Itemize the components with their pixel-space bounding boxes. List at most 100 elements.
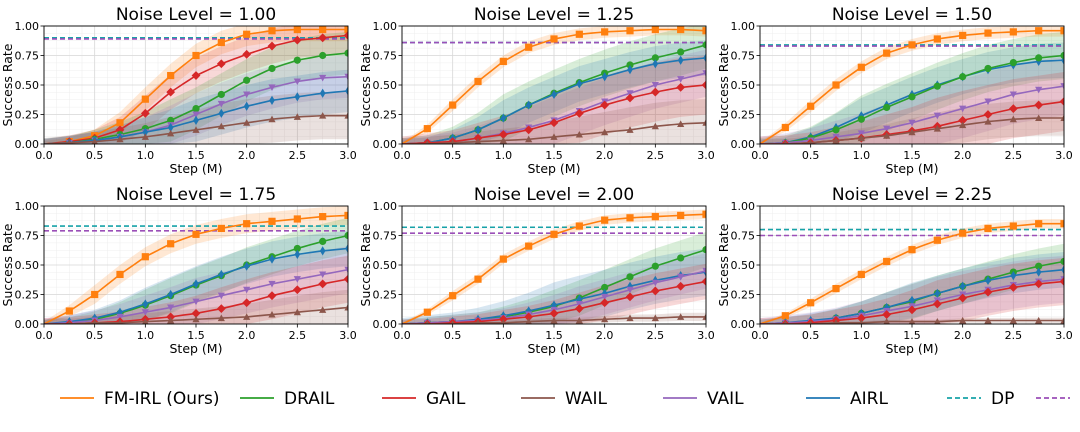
panel-title: Noise Level = 1.00 (116, 5, 276, 25)
y-tick-label: 0.25 (373, 289, 398, 302)
marker-vail (293, 78, 301, 86)
legend-label: AIRL (850, 389, 888, 409)
band-drail (44, 31, 348, 144)
y-tick-label: 0.75 (731, 50, 756, 63)
x-tick-label: 2.5 (1005, 149, 1023, 162)
x-tick-label: 3.0 (339, 329, 357, 342)
marker-fm-irl-ours (702, 27, 706, 35)
x-tick-label: 0.5 (444, 149, 462, 162)
marker-wail (167, 316, 175, 324)
marker-wail (984, 316, 992, 324)
legend-label: DRAIL (284, 389, 335, 409)
marker-airl (909, 295, 915, 305)
marker-drail (1060, 257, 1064, 266)
y-tick-label: 0.00 (731, 318, 756, 331)
marker-drail (601, 283, 609, 292)
marker-fm-irl-ours (141, 95, 149, 103)
y-axis-label: Success Rate (716, 223, 731, 306)
marker-fm-irl-ours (217, 38, 225, 47)
marker-vail (933, 112, 941, 120)
marker-airl (269, 254, 275, 264)
y-tick-label: 0.25 (15, 289, 40, 302)
y-tick-label: 0.50 (373, 79, 398, 92)
marker-fm-irl-ours (1009, 222, 1017, 230)
marker-gail (1059, 277, 1064, 286)
marker-airl (703, 53, 706, 63)
marker-vail (217, 100, 225, 108)
band-airl (402, 248, 706, 324)
marker-fm-irl-ours (243, 30, 251, 38)
y-tick-label: 0.25 (15, 109, 40, 122)
marker-fm-irl-ours (293, 26, 301, 34)
marker-drail (344, 49, 348, 57)
band-gail (760, 72, 1064, 144)
marker-gail (650, 87, 660, 97)
marker-wail (319, 112, 327, 119)
marker-gail (524, 312, 534, 322)
marker-fm-irl-ours (908, 246, 916, 254)
marker-drail (268, 64, 276, 73)
legend: FM-IRL (Ours) DRAIL GAIL WAIL VAIL AIRL DP FP (60, 389, 1070, 409)
marker-vail (1060, 83, 1064, 90)
marker-wail (601, 315, 609, 323)
marker-wail (959, 316, 967, 324)
marker-gail (1008, 283, 1018, 292)
x-tick-label: 2.5 (647, 149, 665, 162)
y-tick-label: 0.00 (731, 138, 756, 151)
y-axis-label: Success Rate (716, 43, 731, 126)
marker-fm-irl-ours (781, 123, 789, 132)
marker-fm-irl-ours (781, 312, 789, 320)
band-gail (760, 257, 1064, 324)
marker-wail (141, 133, 149, 140)
marker-wail (808, 139, 814, 144)
marker-fm-irl-ours (116, 119, 124, 127)
marker-drail (1060, 51, 1064, 60)
marker-airl (142, 299, 149, 309)
marker-gail (676, 82, 686, 92)
marker-airl (243, 261, 250, 271)
marker-vail (141, 309, 149, 316)
marker-fm-irl-ours (626, 27, 634, 35)
marker-gail (140, 108, 150, 118)
y-tick-label: 0.50 (15, 259, 40, 272)
marker-wail (474, 138, 482, 144)
marker-airl (551, 89, 557, 100)
marker-vail (243, 286, 251, 294)
panel-4: 0.0 0.5 1.0 1.5 2.0 2.5 3.0 0.00 0.25 0.50 0.75 1.0… (0, 185, 357, 356)
x-tick-label: 1.0 (853, 149, 871, 162)
y-axis-label: Success Rate (358, 223, 373, 306)
marker-wail (425, 320, 430, 324)
x-tick-label: 2.0 (596, 329, 614, 342)
y-tick-label: 0.00 (373, 318, 398, 331)
marker-gail (292, 35, 302, 45)
marker-fm-irl-ours (807, 299, 815, 307)
marker-wail (92, 319, 98, 324)
marker-vail (243, 91, 251, 99)
marker-gail (856, 313, 866, 323)
marker-wail (167, 129, 175, 137)
marker-fm-irl-ours (474, 275, 482, 283)
marker-gail (650, 286, 660, 296)
marker-wail (344, 303, 348, 311)
marker-wail (808, 320, 813, 324)
marker-fm-irl-ours (1060, 27, 1064, 35)
marker-fm-irl-ours (91, 290, 99, 299)
legend-item-airl: AIRL (806, 389, 888, 409)
marker-fm-irl-ours (601, 28, 609, 36)
marker-fm-irl-ours (1060, 220, 1064, 228)
marker-wail (908, 128, 916, 136)
marker-vail (702, 267, 706, 275)
marker-vail (192, 111, 200, 119)
x-tick-label: 3.0 (697, 329, 715, 342)
marker-wail (450, 320, 455, 324)
y-tick-label: 0.75 (373, 230, 398, 243)
y-tick-label: 0.25 (373, 109, 398, 122)
x-tick-label: 0.0 (35, 149, 53, 162)
y-tick-label: 0.50 (731, 79, 756, 92)
x-tick-label: 1.0 (137, 149, 155, 162)
x-tick-label: 1.0 (495, 149, 513, 162)
marker-wail (116, 135, 124, 143)
x-tick-label: 2.5 (289, 149, 307, 162)
band-drail (402, 26, 706, 144)
x-axis-label: Step (M) (528, 161, 581, 176)
